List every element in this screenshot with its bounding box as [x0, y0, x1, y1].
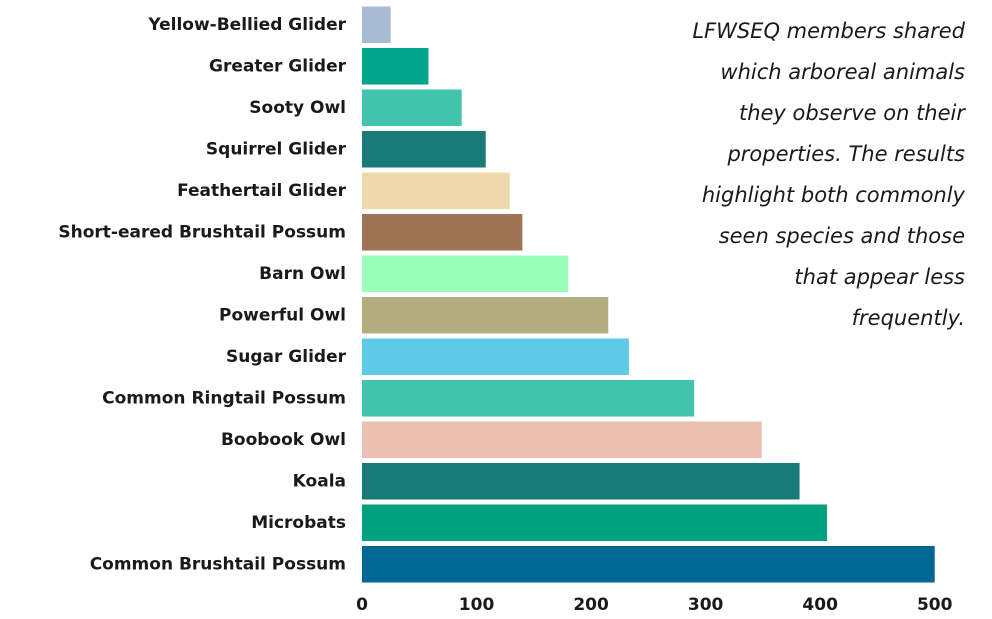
x-tick-label: 100 — [459, 595, 495, 615]
annotation: highlight both commonly — [702, 183, 966, 207]
y-tick-label: Barn Owl — [259, 264, 346, 284]
x-tick-label: 300 — [688, 595, 724, 615]
annotation: which arboreal animals — [720, 60, 965, 84]
bar — [362, 131, 486, 168]
bar — [362, 172, 510, 209]
x-tick-label: 500 — [917, 595, 953, 615]
y-tick-label: Microbats — [251, 513, 346, 533]
y-tick-label: Squirrel Glider — [206, 139, 347, 159]
bar — [362, 255, 568, 292]
x-tick-label: 200 — [573, 595, 609, 615]
annotation: they observe on their — [739, 101, 966, 125]
annotation: LFWSEQ members shared — [692, 19, 965, 43]
bar — [362, 463, 800, 500]
annotation: seen species and those — [719, 224, 965, 248]
y-tick-label: Sooty Owl — [249, 98, 346, 118]
y-tick-label: Powerful Owl — [219, 305, 346, 325]
x-tick-label: 400 — [802, 595, 838, 615]
bar — [362, 380, 694, 417]
bar — [362, 214, 522, 251]
bar — [362, 338, 629, 375]
y-tick-label: Boobook Owl — [221, 430, 346, 450]
bar — [362, 6, 391, 43]
y-tick-label: Yellow-Bellied Glider — [147, 15, 346, 35]
annotation: that appear less — [794, 265, 965, 289]
y-tick-label: Short-eared Brushtail Possum — [58, 222, 346, 242]
annotation: frequently. — [852, 306, 965, 330]
annotation: properties. The results — [726, 142, 965, 166]
x-tick-label: 0 — [356, 595, 368, 615]
bar — [362, 504, 827, 541]
chart: 0 100 200 300 400 500 Yellow-Bellied Glider Gre… — [0, 0, 992, 619]
y-tick-label: Common Ringtail Possum — [102, 388, 346, 408]
y-tick-label: Greater Glider — [209, 56, 347, 76]
y-tick-label: Koala — [293, 471, 346, 491]
bar — [362, 297, 608, 334]
y-tick-label: Common Brushtail Possum — [90, 554, 346, 574]
bar — [362, 89, 462, 126]
bar — [362, 48, 428, 85]
bar — [362, 546, 935, 583]
y-tick-label: Feathertail Glider — [177, 181, 347, 201]
bar — [362, 421, 762, 458]
y-tick-label: Sugar Glider — [226, 347, 347, 367]
